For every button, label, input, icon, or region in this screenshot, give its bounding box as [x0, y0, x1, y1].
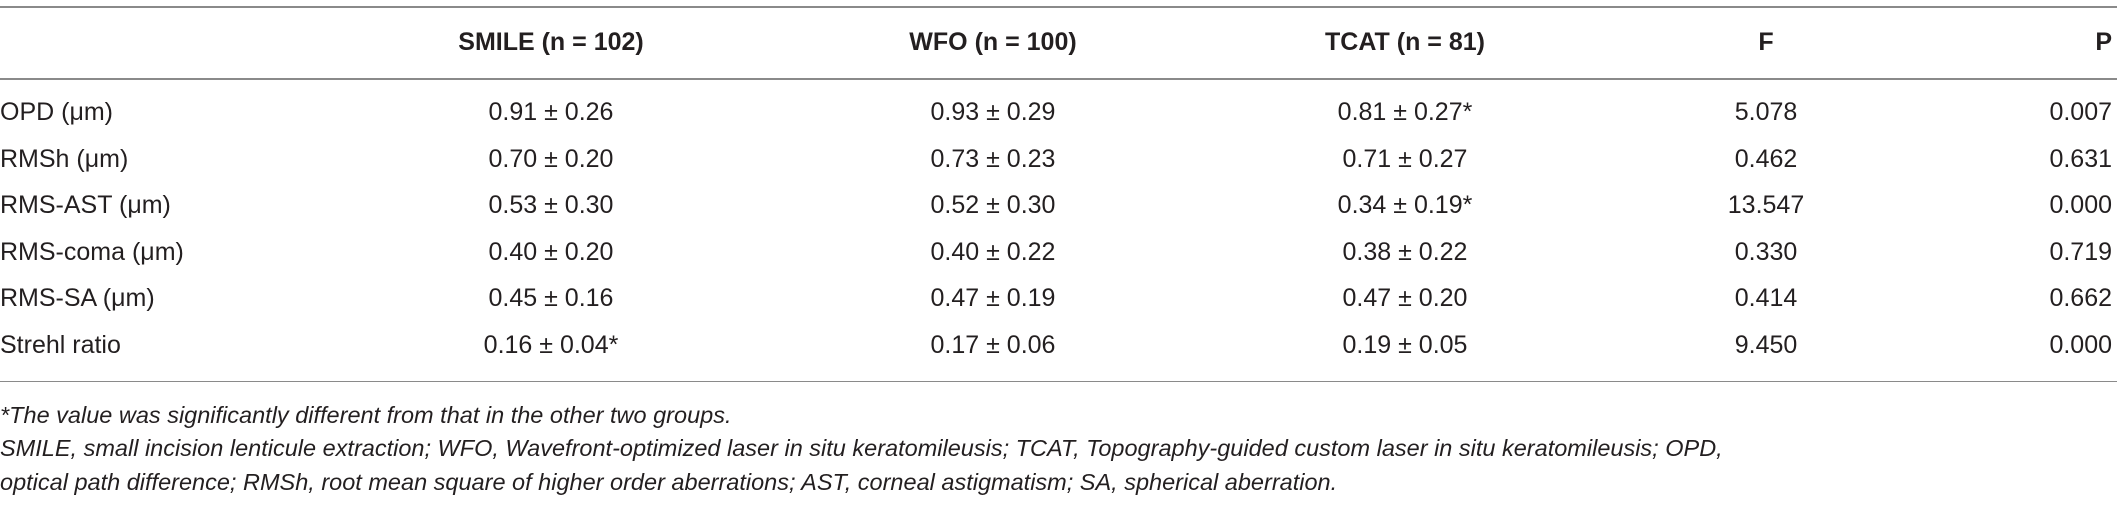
table-cell: 0.91 ± 0.26: [488, 98, 614, 126]
row-label: OPD (μm): [0, 98, 114, 126]
row-label: Strehl ratio: [0, 330, 121, 359]
table-cell: 0.71 ± 0.27: [1342, 144, 1468, 173]
table-cell: 0.40 ± 0.20: [488, 237, 614, 266]
table-cell: 0.17 ± 0.06: [930, 330, 1056, 359]
table-cell: 0.81 ± 0.27*: [1337, 98, 1473, 126]
table-cell: 0.16 ± 0.04*: [483, 330, 619, 359]
row-label: RMS-coma (μm): [0, 237, 184, 266]
table-cell: 0.000: [2049, 191, 2112, 219]
column-header: TCAT (n = 81): [1325, 28, 1485, 56]
table-cell: 0.45 ± 0.16: [488, 284, 614, 312]
table-cell: 0.007: [2049, 98, 2112, 126]
table-cell: 13.547: [1727, 191, 1805, 219]
table-cell: 5.078: [1734, 98, 1798, 126]
table-cell: 0.414: [1734, 284, 1798, 312]
table-cell: 0.330: [1734, 237, 1798, 266]
table-rule: [0, 6, 2117, 8]
table-cell: 0.462: [1734, 144, 1798, 173]
table-cell: 0.93 ± 0.29: [930, 98, 1056, 126]
table-cell: 0.47 ± 0.20: [1342, 284, 1468, 312]
table-cell: 0.719: [2049, 237, 2112, 266]
table-cell: 0.53 ± 0.30: [488, 191, 614, 219]
row-label: RMS-SA (μm): [0, 284, 155, 312]
footnote: SMILE, small incision lenticule extracti…: [0, 435, 1723, 461]
footnote: *The value was significantly different f…: [0, 401, 732, 428]
table-cell: 0.34 ± 0.19*: [1337, 191, 1473, 219]
column-header: P: [2095, 28, 2112, 56]
table-cell: 0.631: [2049, 144, 2112, 173]
table-cell: 0.38 ± 0.22: [1342, 237, 1468, 266]
table-rule: [0, 380, 2117, 382]
row-label: RMSh (μm): [0, 144, 129, 173]
row-label: RMS-AST (μm): [0, 191, 171, 219]
table-cell: 0.000: [2049, 330, 2112, 359]
footnote: optical path difference; RMSh, root mean…: [0, 468, 1338, 495]
table-cell: 0.662: [2049, 284, 2112, 312]
table-cell: 0.73 ± 0.23: [930, 144, 1056, 173]
table-cell: 0.47 ± 0.19: [930, 284, 1056, 312]
column-header: WFO (n = 100): [909, 28, 1077, 56]
column-header: F: [1758, 28, 1774, 56]
table-cell: 0.40 ± 0.22: [930, 237, 1056, 266]
column-header: SMILE (n = 102): [458, 28, 644, 56]
table-cell: 0.52 ± 0.30: [930, 191, 1056, 219]
table-cell: 9.450: [1734, 330, 1798, 359]
table-cell: 0.19 ± 0.05: [1342, 330, 1468, 359]
table-rule: [0, 78, 2117, 80]
table-cell: 0.70 ± 0.20: [488, 144, 614, 173]
